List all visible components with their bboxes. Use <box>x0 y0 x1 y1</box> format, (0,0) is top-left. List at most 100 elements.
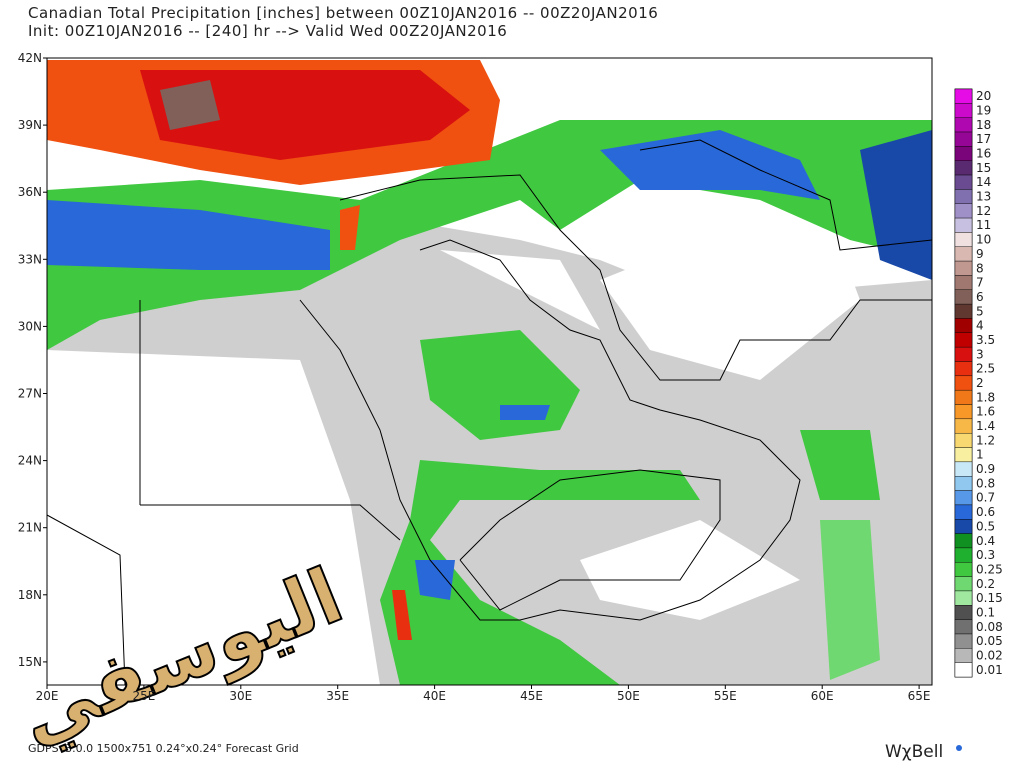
colorbar-label: 13 <box>976 190 991 204</box>
colorbar-label: 15 <box>976 161 991 175</box>
colorbar-label: 2 <box>976 376 984 390</box>
lon-label: 25E <box>132 689 155 703</box>
logo: WχBell <box>885 742 943 762</box>
grid-info: GDPSv3.0.0 1500x751 0.24°x0.24° Forecast… <box>28 742 299 755</box>
colorbar-swatch <box>954 389 973 405</box>
colorbar-label: 0.25 <box>976 562 1003 576</box>
colorbar-swatch <box>954 318 973 334</box>
colorbar-swatch <box>954 547 973 563</box>
lat-label: 21N <box>18 521 42 535</box>
colorbar-label: 0.02 <box>976 648 1003 662</box>
logo-dot <box>956 745 962 751</box>
colorbar-label: 6 <box>976 290 984 304</box>
colorbar-swatch <box>954 418 973 434</box>
colorbar-swatch <box>954 562 973 577</box>
colorbar-swatch <box>954 648 973 663</box>
colorbar-label: 0.5 <box>976 519 995 533</box>
colorbar-label: 1 <box>976 448 984 462</box>
colorbar-swatch <box>954 103 973 118</box>
lat-label: 30N <box>18 319 42 333</box>
colorbar-swatch <box>954 590 973 606</box>
lon-label: 55E <box>714 689 737 703</box>
colorbar-label: 20 <box>976 89 991 103</box>
colorbar-label: 18 <box>976 118 991 132</box>
colorbar-label: 0.8 <box>976 476 995 490</box>
lon-label: 20E <box>36 689 59 703</box>
colorbar-label: 0.08 <box>976 620 1003 634</box>
colorbar-label: 14 <box>976 175 991 189</box>
lon-label: 65E <box>908 689 931 703</box>
colorbar-label: 19 <box>976 104 991 118</box>
colorbar-swatch <box>954 217 973 233</box>
colorbar-swatch <box>954 246 973 262</box>
colorbar-swatch <box>954 289 973 305</box>
subtitle: Init: 00Z10JAN2016 -- [240] hr --> Valid… <box>28 22 507 40</box>
colorbar-label: 0.6 <box>976 505 995 519</box>
colorbar-label: 2.5 <box>976 362 995 376</box>
colorbar-label: 12 <box>976 204 991 218</box>
lon-label: 30E <box>229 689 252 703</box>
colorbar-swatch <box>954 490 973 506</box>
colorbar-swatch <box>954 504 973 520</box>
colorbar-swatch <box>954 375 973 391</box>
colorbar-swatch <box>954 476 973 491</box>
colorbar-label: 17 <box>976 132 991 146</box>
colorbar-label: 16 <box>976 147 991 161</box>
colorbar-swatch <box>954 633 973 649</box>
colorbar-label: 4 <box>976 319 984 333</box>
title: Canadian Total Precipitation [inches] be… <box>28 4 658 22</box>
colorbar-label: 0.3 <box>976 548 995 562</box>
colorbar-label: 10 <box>976 233 991 247</box>
colorbar-swatch <box>954 619 973 635</box>
colorbar-label: 5 <box>976 304 984 318</box>
lat-label: 36N <box>18 185 42 199</box>
colorbar-label: 1.2 <box>976 433 995 447</box>
lon-label: 45E <box>520 689 543 703</box>
colorbar-swatch <box>954 260 973 276</box>
colorbar-label: 7 <box>976 276 984 290</box>
lat-label: 15N <box>18 655 42 669</box>
colorbar-label: 3 <box>976 347 984 361</box>
colorbar-swatch <box>954 303 973 319</box>
colorbar-label: 0.2 <box>976 577 995 591</box>
colorbar-label: 0.9 <box>976 462 995 476</box>
colorbar-label: 0.7 <box>976 491 995 505</box>
colorbar-label: 1.8 <box>976 390 995 404</box>
colorbar-label: 3.5 <box>976 333 995 347</box>
colorbar-swatch <box>954 160 973 176</box>
lon-label: 40E <box>423 689 446 703</box>
colorbar-swatch <box>954 361 973 377</box>
lat-label: 24N <box>18 454 42 468</box>
lon-label: 60E <box>811 689 834 703</box>
colorbar-swatch <box>954 447 973 463</box>
colorbar-label: 0.05 <box>976 634 1003 648</box>
lat-label: 39N <box>18 118 42 132</box>
colorbar-swatch <box>954 432 973 448</box>
colorbar-swatch <box>954 533 973 549</box>
colorbar-swatch <box>954 404 973 420</box>
colorbar-swatch <box>954 88 973 104</box>
lat-label: 18N <box>18 588 42 602</box>
colorbar-swatch <box>954 332 973 348</box>
colorbar-label: 11 <box>976 218 991 232</box>
colorbar-swatch <box>954 346 973 362</box>
colorbar-swatch <box>954 131 973 147</box>
colorbar-swatch <box>954 461 973 477</box>
colorbar-label: 0.1 <box>976 605 995 619</box>
colorbar-label: 1.6 <box>976 405 995 419</box>
colorbar-label: 0.15 <box>976 591 1003 605</box>
colorbar-label: 9 <box>976 247 984 261</box>
colorbar-swatch <box>954 275 973 290</box>
colorbar-label: 1.4 <box>976 419 995 433</box>
map-frame <box>46 57 933 686</box>
colorbar-swatch <box>954 146 973 161</box>
lon-label: 50E <box>617 689 640 703</box>
lat-label: 27N <box>18 387 42 401</box>
colorbar-swatch <box>954 662 973 678</box>
lon-label: 35E <box>326 689 349 703</box>
colorbar-label: 8 <box>976 261 984 275</box>
colorbar-label: 0.4 <box>976 534 995 548</box>
colorbar-swatch <box>954 605 973 620</box>
